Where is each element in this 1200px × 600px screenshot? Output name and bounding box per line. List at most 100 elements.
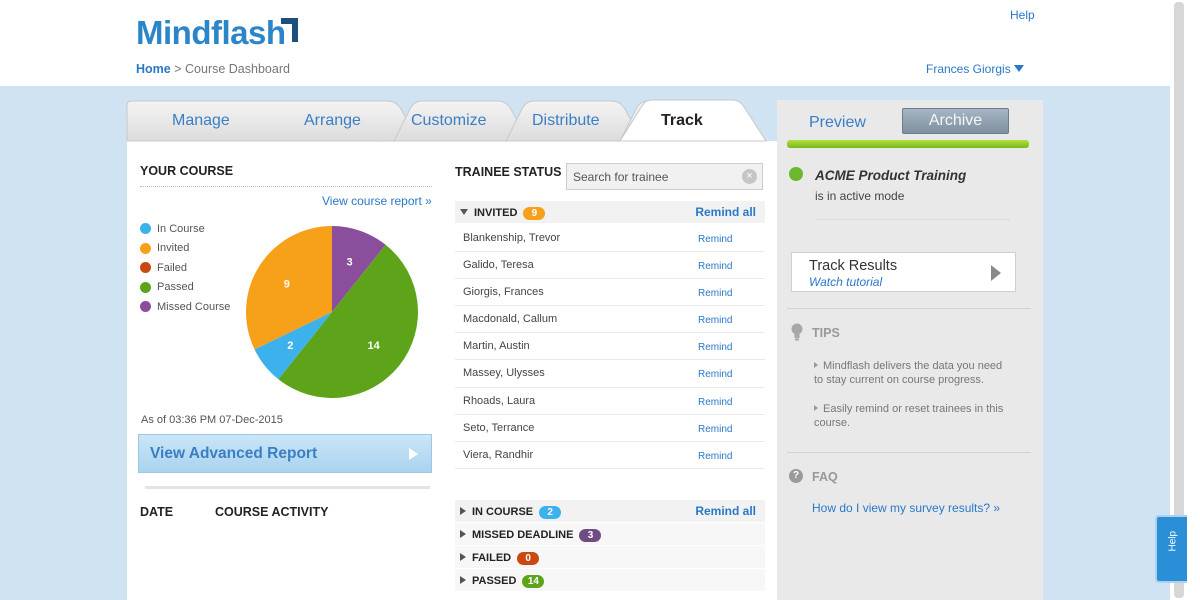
remind-link[interactable]: Remind <box>698 261 733 273</box>
remind-link[interactable]: Remind <box>698 423 733 435</box>
user-name: Frances Giorgis <box>926 62 1011 76</box>
help-tab-label: Help <box>1167 530 1179 552</box>
chevron-right-icon <box>460 576 466 584</box>
legend-swatch <box>140 281 151 293</box>
tip-text: Easily remind or reset trainees in this … <box>814 403 1004 429</box>
help-side-tab[interactable]: Help <box>1155 515 1187 583</box>
pie-slice-in-course[interactable] <box>254 312 332 380</box>
remind-all-invited-link[interactable]: Remind all <box>695 205 756 219</box>
pie-data-label: 2 <box>287 340 293 352</box>
right-panel <box>777 100 1043 600</box>
tab-customize[interactable]: Customize <box>411 112 487 129</box>
logo-mark-icon <box>281 18 298 42</box>
divider <box>787 452 1031 453</box>
tab-arrange[interactable]: Arrange <box>304 112 361 129</box>
watch-tutorial-link[interactable]: Watch tutorial <box>809 275 883 289</box>
active-tab-indicator <box>787 140 1029 148</box>
trainee-row: Martin, Austin Remind <box>455 333 765 361</box>
pie-slice-passed[interactable] <box>278 244 418 398</box>
remind-link[interactable]: Remind <box>698 315 733 327</box>
breadcrumb-current: Course Dashboard <box>185 62 290 76</box>
legend-swatch <box>140 301 151 313</box>
tip-item: Easily remind or reset trainees in this … <box>814 402 1014 430</box>
tip-text: Mindflash delivers the data you need to … <box>814 360 1003 386</box>
remind-link[interactable]: Remind <box>698 234 733 245</box>
breadcrumb-separator: > <box>174 62 182 76</box>
date-column-header: DATE <box>140 505 174 519</box>
trainee-row: Giorgis, Frances Remind <box>455 279 765 307</box>
lightbulb-icon <box>791 323 803 341</box>
group-failed[interactable]: FAILED 0 <box>455 546 765 568</box>
trainee-name: Blankenship, Trevor <box>463 232 561 244</box>
pie-slice-invited[interactable] <box>245 226 332 350</box>
remind-all-in-course-link[interactable]: Remind all <box>695 504 756 518</box>
mindflash-logo[interactable]: Mindflash <box>136 14 286 51</box>
legend-item: Missed Course <box>140 297 230 317</box>
trainee-search-input[interactable]: Search for trainee × <box>566 163 763 190</box>
pie-data-label: 9 <box>284 279 290 291</box>
scrollbar-thumb[interactable] <box>1174 2 1184 598</box>
legend-label: Passed <box>157 281 194 294</box>
group-label: MISSED DEADLINE <box>472 529 574 541</box>
remind-link[interactable]: Remind <box>698 288 733 300</box>
course-activity-column-header: COURSE ACTIVITY <box>215 505 329 519</box>
faq-survey-results-link[interactable]: How do I view my survey results? » <box>812 501 1001 515</box>
trainee-name: Massey, Ulysses <box>463 367 545 380</box>
tip-item: Mindflash delivers the data you need to … <box>814 359 1014 387</box>
chevron-down-icon <box>460 209 468 215</box>
trainee-name: Giorgis, Frances <box>463 286 544 299</box>
legend-label: Failed <box>157 261 187 274</box>
trainee-name: Macdonald, Callum <box>463 313 558 326</box>
remind-link[interactable]: Remind <box>698 450 733 462</box>
track-results-button[interactable]: Track Results Watch tutorial <box>791 252 1016 292</box>
faq-heading: FAQ <box>812 470 838 484</box>
view-course-report-link[interactable]: View course report » <box>322 194 432 208</box>
chevron-right-icon <box>460 530 466 538</box>
tab-preview[interactable]: Preview <box>809 114 866 131</box>
play-arrow-icon <box>991 265 1001 281</box>
group-in-course[interactable]: IN COURSE 2 Remind all <box>455 500 765 522</box>
archive-button[interactable]: Archive <box>902 108 1009 134</box>
breadcrumb-home[interactable]: Home <box>136 62 171 76</box>
trainee-row: Macdonald, Callum Remind <box>455 306 765 334</box>
user-menu[interactable]: Frances Giorgis <box>926 62 1024 76</box>
bullet-arrow-icon <box>814 405 818 411</box>
your-course-heading: YOUR COURSE <box>140 164 234 178</box>
view-advanced-report-button[interactable]: View Advanced Report <box>138 434 432 473</box>
tab-arrange-shape <box>393 100 529 142</box>
breadcrumb: Home > Course Dashboard <box>136 62 290 76</box>
group-invited[interactable]: INVITED 9 Remind all <box>455 201 765 223</box>
help-link[interactable]: Help <box>1010 8 1035 22</box>
chevron-right-icon <box>460 553 466 561</box>
pie-slice-missed-course[interactable] <box>332 226 386 312</box>
tab-track[interactable]: Track <box>661 112 703 129</box>
remind-link[interactable]: Remind <box>698 396 733 408</box>
group-label: INVITED <box>474 207 518 219</box>
remind-link[interactable]: Remind <box>698 342 733 354</box>
tips-heading: TIPS <box>812 326 840 340</box>
divider <box>140 186 432 187</box>
legend-item: In Course <box>140 219 230 239</box>
group-passed[interactable]: PASSED 14 <box>455 569 765 591</box>
tab-bar <box>126 99 767 142</box>
trainee-row: Rhoads, Laura Remind <box>455 388 765 415</box>
clear-icon[interactable]: × <box>742 169 757 184</box>
trainee-name: Viera, Randhir <box>463 448 534 461</box>
tab-manage-shape <box>126 100 419 142</box>
legend-item: Invited <box>140 239 230 259</box>
tab-manage[interactable]: Manage <box>172 112 230 129</box>
trainee-name: Seto, Terrance <box>463 421 535 434</box>
trainee-name: Martin, Austin <box>463 340 530 353</box>
divider <box>145 486 430 489</box>
divider <box>787 308 1031 309</box>
course-status: is in active mode <box>815 189 905 203</box>
tab-distribute[interactable]: Distribute <box>532 112 600 129</box>
trainee-name: Galido, Teresa <box>463 259 534 272</box>
play-arrow-icon <box>409 448 418 460</box>
count-badge: 3 <box>579 529 602 542</box>
divider <box>815 219 1010 220</box>
course-pie-chart[interactable]: 3 14 2 9 <box>244 224 420 400</box>
group-missed-deadline[interactable]: MISSED DEADLINE 3 <box>455 523 765 545</box>
legend-label: In Course <box>157 222 205 235</box>
remind-link[interactable]: Remind <box>698 369 733 381</box>
